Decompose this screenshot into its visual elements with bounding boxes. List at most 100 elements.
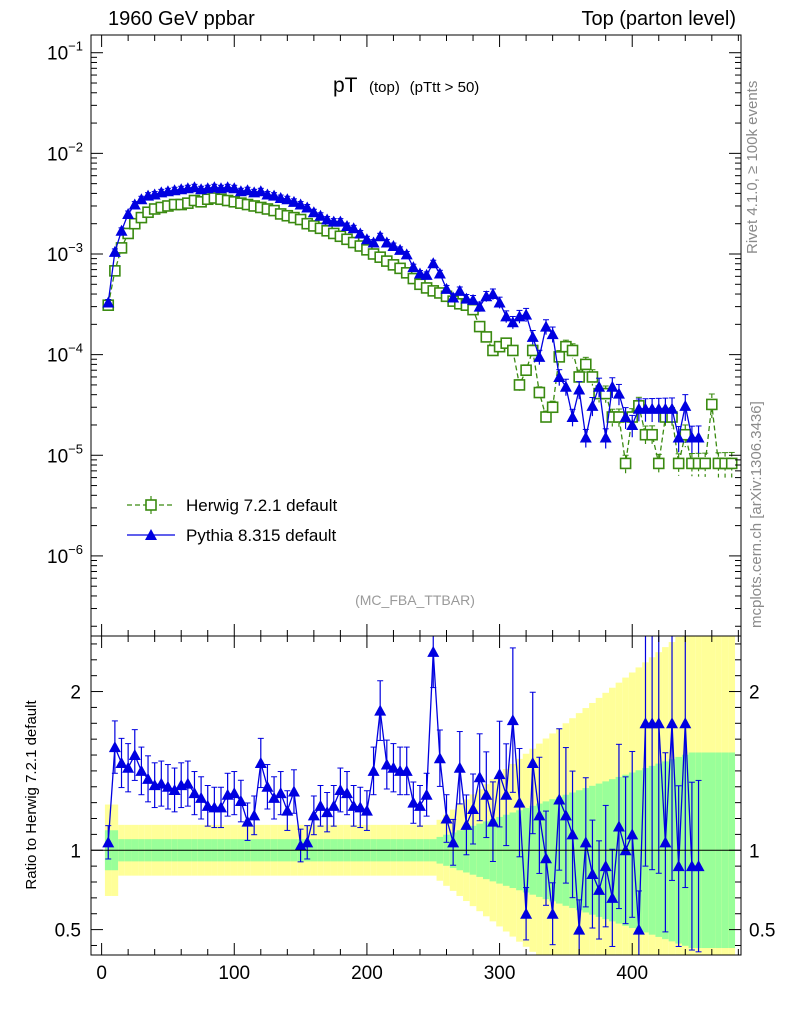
x-tick-label: 200 <box>351 963 383 984</box>
data-point <box>254 185 267 197</box>
y-tick-label: 10−1 <box>47 39 83 65</box>
data-point <box>453 284 466 296</box>
ratio-point <box>168 783 181 795</box>
ratio-y-tick-label: 0.5 <box>55 921 81 942</box>
data-point <box>579 358 592 371</box>
data-point <box>559 380 572 392</box>
data-point <box>374 230 387 242</box>
y-tick-label: 10−3 <box>47 240 83 266</box>
data-point <box>433 267 446 279</box>
data-point <box>599 431 612 443</box>
ratio-point <box>268 791 281 803</box>
data-point <box>526 330 539 342</box>
data-point <box>108 245 121 257</box>
ratio-point <box>666 717 679 729</box>
ratio-point <box>692 860 705 872</box>
ratio-y-tick-label: 0.5 <box>749 921 775 942</box>
ratio-point <box>566 828 579 840</box>
data-point <box>520 364 532 377</box>
ratio-point <box>593 883 606 895</box>
ratio-point <box>102 836 115 848</box>
ratio-point <box>307 809 320 821</box>
ratio-point <box>413 799 426 811</box>
data-point <box>626 418 639 430</box>
ratio-point <box>626 828 639 840</box>
ratio-point <box>248 809 261 821</box>
ratio-point <box>327 799 340 811</box>
data-point <box>533 350 546 362</box>
ratio-point <box>294 839 307 851</box>
data-point <box>619 411 632 423</box>
data-point <box>500 337 513 349</box>
data-point <box>480 331 493 343</box>
ratio-point <box>520 907 533 919</box>
ratio-point <box>513 796 526 808</box>
data-point <box>573 371 585 383</box>
x-tick-label: 300 <box>484 963 516 984</box>
data-point <box>520 308 533 320</box>
ratio-point <box>108 741 121 753</box>
data-point <box>188 181 201 193</box>
ratio-point <box>228 787 241 799</box>
ratio-point <box>586 868 599 880</box>
data-point <box>268 189 281 201</box>
ratio-point <box>599 860 612 872</box>
ratio-point <box>122 761 135 773</box>
plot-title-main: pT <box>333 74 358 97</box>
legend-label-pythia: Pythia 8.315 default <box>186 526 337 545</box>
data-point <box>354 227 367 239</box>
data-point <box>619 457 632 470</box>
ratio-y-axis-label: Ratio to Herwig 7.2.1 default <box>23 700 40 890</box>
ratio-point <box>181 777 194 789</box>
data-point <box>440 282 453 294</box>
ratio-point <box>553 793 566 805</box>
main-frame <box>90 34 742 637</box>
ratio-point <box>354 801 367 813</box>
data-point <box>586 399 599 411</box>
data-point <box>566 411 579 423</box>
ratio-point <box>287 785 300 797</box>
ratio-point <box>188 787 201 799</box>
data-point <box>493 296 506 308</box>
ratio-point <box>606 891 619 903</box>
ratio-point <box>659 836 672 848</box>
data-point <box>672 457 685 470</box>
ratio-point <box>400 764 413 776</box>
x-tick-label: 0 <box>96 963 107 984</box>
data-point <box>586 371 599 383</box>
data-point <box>115 242 128 254</box>
ratio-point <box>161 780 174 792</box>
data-point <box>367 236 380 248</box>
ratio-point <box>407 796 420 808</box>
data-point <box>513 379 526 391</box>
data-point <box>666 402 679 414</box>
ratio-point <box>115 756 128 768</box>
ratio-point <box>460 818 473 830</box>
ratio-point <box>261 780 274 792</box>
data-point <box>546 401 559 414</box>
data-point <box>500 310 513 322</box>
ratio-point <box>652 717 665 729</box>
ratio-point <box>195 791 208 803</box>
data-point <box>447 291 460 303</box>
ratio-point <box>612 820 625 832</box>
ratio-y-tick-label: 1 <box>70 841 81 862</box>
ratio-point <box>540 852 552 864</box>
ratio-point <box>493 768 506 780</box>
data-point <box>115 224 128 236</box>
ratio-point <box>632 923 645 935</box>
series-line <box>107 186 699 439</box>
legend-label-herwig: Herwig 7.2.1 default <box>186 496 337 515</box>
plot-title-cut: (pTtt > 50) <box>410 79 480 96</box>
legend-item-pythia: Pythia 8.315 default <box>127 526 337 545</box>
pythia-series <box>102 181 705 454</box>
data-point <box>612 387 625 399</box>
data-point <box>593 380 606 392</box>
data-point <box>407 261 420 273</box>
data-point <box>540 411 552 423</box>
data-point <box>314 209 327 221</box>
ratio-point <box>380 758 393 770</box>
data-point <box>122 207 135 219</box>
data-point <box>573 383 586 395</box>
